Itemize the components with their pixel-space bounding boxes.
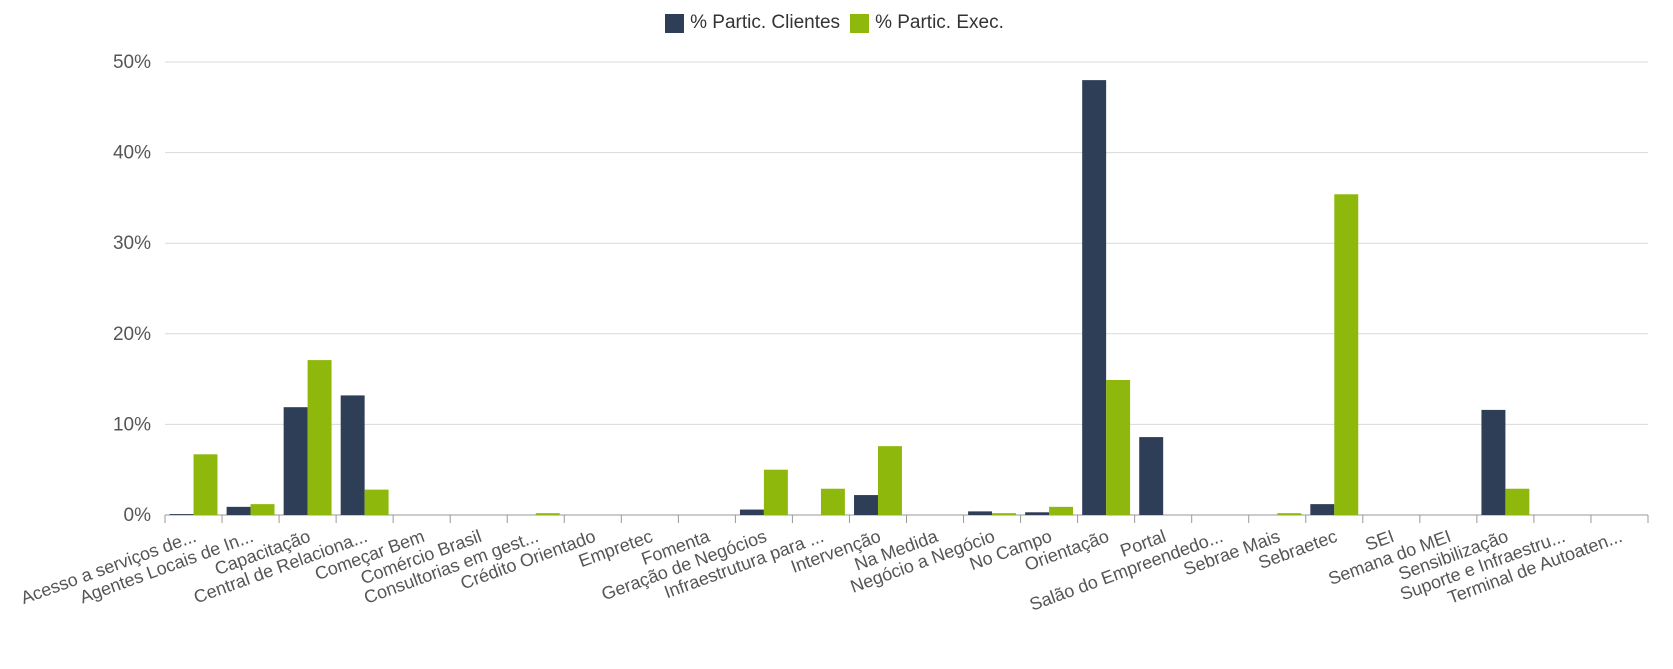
bar-exec[interactable] bbox=[1334, 194, 1359, 515]
bar-exec[interactable] bbox=[193, 454, 218, 515]
bar-clientes[interactable] bbox=[1310, 504, 1335, 515]
bar-clientes[interactable] bbox=[1481, 409, 1506, 515]
legend-label-exec: % Partic. Exec. bbox=[875, 12, 1004, 33]
legend-swatch-clientes bbox=[665, 13, 685, 33]
y-tick-label: 40% bbox=[113, 143, 151, 164]
bar-exec[interactable] bbox=[1106, 380, 1131, 515]
legend-item-exec[interactable]: % Partic. Exec. bbox=[850, 12, 1004, 34]
bar-clientes[interactable] bbox=[739, 509, 764, 515]
bar-exec[interactable] bbox=[1505, 488, 1530, 515]
bar-exec[interactable] bbox=[877, 446, 902, 515]
bar-exec[interactable] bbox=[1049, 506, 1074, 515]
bar-exec[interactable] bbox=[535, 513, 560, 515]
bar-exec[interactable] bbox=[364, 489, 389, 515]
y-tick-label: 10% bbox=[113, 414, 151, 435]
bar-clientes[interactable] bbox=[1139, 437, 1164, 515]
y-tick-label: 0% bbox=[124, 505, 152, 526]
legend-label-clientes: % Partic. Clientes bbox=[690, 12, 841, 33]
bar-exec[interactable] bbox=[307, 360, 332, 515]
y-tick-label: 30% bbox=[113, 233, 151, 254]
bar-clientes[interactable] bbox=[1082, 80, 1107, 516]
bar-exec[interactable] bbox=[1277, 513, 1302, 515]
bar-exec[interactable] bbox=[250, 504, 275, 515]
bar-clientes[interactable] bbox=[169, 514, 194, 515]
bar-clientes[interactable] bbox=[340, 395, 365, 515]
bar-exec[interactable] bbox=[820, 488, 845, 515]
bar-clientes[interactable] bbox=[283, 407, 308, 515]
bar-exec[interactable] bbox=[763, 469, 788, 515]
legend-item-clientes[interactable]: % Partic. Clientes bbox=[665, 12, 840, 34]
legend: % Partic. Clientes % Partic. Exec. bbox=[0, 12, 1673, 34]
bar-exec[interactable] bbox=[992, 513, 1017, 515]
bar-clientes[interactable] bbox=[226, 506, 251, 515]
bar-clientes[interactable] bbox=[854, 495, 878, 515]
bar-clientes[interactable] bbox=[1025, 512, 1050, 515]
bar-clientes[interactable] bbox=[968, 511, 993, 515]
y-tick-label: 20% bbox=[113, 324, 151, 345]
y-tick-label: 50% bbox=[113, 52, 151, 73]
legend-swatch-exec bbox=[850, 13, 870, 33]
